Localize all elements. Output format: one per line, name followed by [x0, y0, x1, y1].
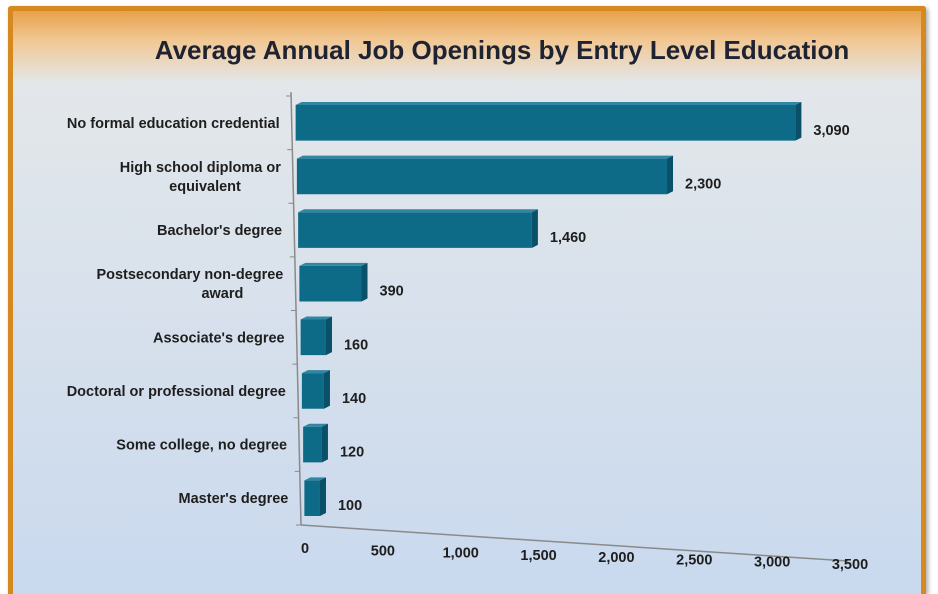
bar-side-face [531, 209, 538, 248]
x-tick-label: 2,500 [676, 552, 712, 568]
bar [298, 209, 538, 248]
bar [296, 155, 674, 195]
bar-side-face [361, 262, 368, 302]
x-tick-label: 500 [371, 543, 395, 559]
x-tick-label: 3,500 [832, 557, 868, 573]
bar-front-face [301, 373, 324, 409]
value-label: 2,300 [685, 176, 721, 192]
x-tick-label: 2,000 [598, 550, 634, 566]
category-label-line: award [201, 286, 243, 302]
x-tick-label: 0 [301, 541, 309, 557]
category-label-line: Master's degree [179, 491, 289, 507]
bar-top-face [303, 423, 328, 427]
category-label-line: Doctoral or professional degree [67, 384, 286, 400]
bar-top-face [304, 477, 326, 481]
category-label: Doctoral or professional degree [67, 384, 286, 400]
bar-side-face [795, 102, 802, 141]
category-label: Some college, no degree [116, 438, 287, 454]
value-label: 1,460 [550, 230, 586, 246]
y-axis-line [290, 91, 302, 526]
bar-top-face [298, 209, 538, 213]
category-label: Associate's degree [153, 330, 285, 346]
bar-side-face [319, 477, 326, 516]
category-label-line: Bachelor's degree [157, 223, 282, 239]
bar-top-face [299, 262, 368, 266]
x-tick-label: 3,000 [754, 555, 790, 571]
bar-front-face [300, 319, 326, 356]
bar [303, 423, 328, 463]
x-tick-label: 1,000 [443, 546, 479, 562]
category-label-line: equivalent [169, 179, 241, 195]
category-label-line: Some college, no degree [116, 438, 287, 454]
bar-top-face [295, 102, 802, 105]
bar-front-face [295, 105, 796, 141]
bar-top-face [301, 370, 330, 374]
bar-front-face [304, 480, 320, 516]
category-label-line: Associate's degree [153, 330, 285, 346]
bar-side-face [325, 316, 332, 356]
bar [299, 262, 368, 302]
category-label: Master's degree [179, 491, 289, 507]
bar [295, 102, 802, 141]
bar-front-face [303, 426, 322, 463]
x-tick-label: 1,500 [520, 548, 556, 564]
value-label: 390 [380, 284, 404, 300]
bar-side-face [323, 370, 330, 409]
category-label-line: No formal education credential [67, 116, 280, 132]
value-label: 3,090 [813, 123, 849, 139]
chart-title: Average Annual Job Openings by Entry Lev… [154, 35, 850, 65]
value-label: 120 [340, 445, 364, 461]
x-axis-line [300, 524, 849, 562]
category-label-line: Postsecondary non-degree [96, 267, 283, 283]
value-label: 100 [338, 498, 362, 514]
bar [300, 316, 332, 356]
bar-front-face [299, 265, 362, 302]
value-label: 160 [344, 337, 368, 353]
bar-top-face [300, 316, 332, 320]
bar [304, 477, 326, 516]
bar-top-face [296, 155, 674, 159]
bar-front-face [296, 158, 668, 195]
bar-front-face [298, 212, 532, 248]
bar-side-face [667, 155, 674, 195]
category-label-line: High school diploma or [120, 160, 281, 176]
bar-side-face [321, 423, 328, 463]
value-label: 140 [342, 391, 366, 407]
category-label: High school diploma or equivalent [120, 160, 281, 195]
category-label: No formal education credential [67, 116, 280, 132]
category-label: Bachelor's degree [157, 223, 282, 239]
category-label: Postsecondary non-degree award [96, 267, 283, 302]
bar [301, 370, 330, 409]
